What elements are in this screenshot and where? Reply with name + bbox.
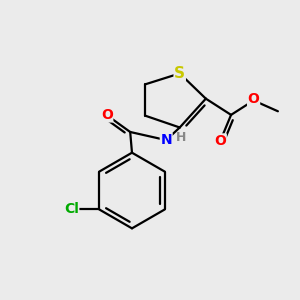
Text: O: O xyxy=(101,108,113,122)
Text: O: O xyxy=(248,92,260,106)
Text: S: S xyxy=(174,66,185,81)
Text: O: O xyxy=(214,134,226,148)
Text: H: H xyxy=(176,131,186,144)
Text: Cl: Cl xyxy=(64,202,79,216)
Text: N: N xyxy=(160,133,172,147)
